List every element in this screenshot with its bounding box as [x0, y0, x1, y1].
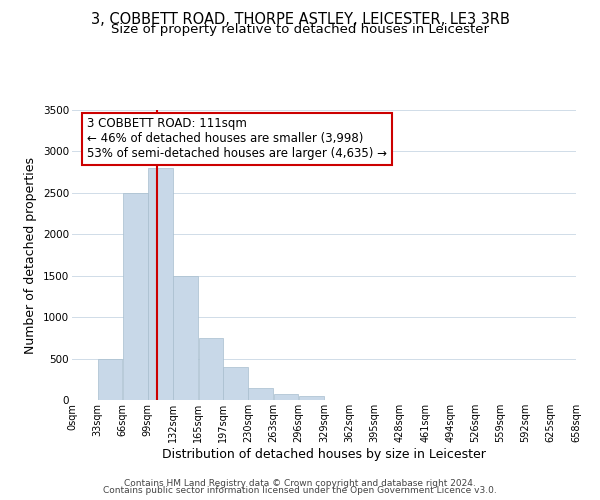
Bar — [248, 388, 273, 400]
Bar — [299, 396, 323, 400]
Y-axis label: Number of detached properties: Number of detached properties — [25, 156, 37, 354]
Text: Size of property relative to detached houses in Leicester: Size of property relative to detached ho… — [111, 22, 489, 36]
Bar — [148, 168, 173, 400]
Bar — [123, 193, 148, 400]
Bar — [98, 358, 122, 400]
X-axis label: Distribution of detached houses by size in Leicester: Distribution of detached houses by size … — [162, 448, 486, 460]
Bar — [223, 367, 248, 400]
Text: Contains HM Land Registry data © Crown copyright and database right 2024.: Contains HM Land Registry data © Crown c… — [124, 478, 476, 488]
Bar — [173, 276, 198, 400]
Text: 3, COBBETT ROAD, THORPE ASTLEY, LEICESTER, LE3 3RB: 3, COBBETT ROAD, THORPE ASTLEY, LEICESTE… — [91, 12, 509, 28]
Bar — [274, 394, 298, 400]
Text: Contains public sector information licensed under the Open Government Licence v3: Contains public sector information licen… — [103, 486, 497, 495]
Bar — [199, 338, 223, 400]
Text: 3 COBBETT ROAD: 111sqm
← 46% of detached houses are smaller (3,998)
53% of semi-: 3 COBBETT ROAD: 111sqm ← 46% of detached… — [87, 117, 387, 160]
